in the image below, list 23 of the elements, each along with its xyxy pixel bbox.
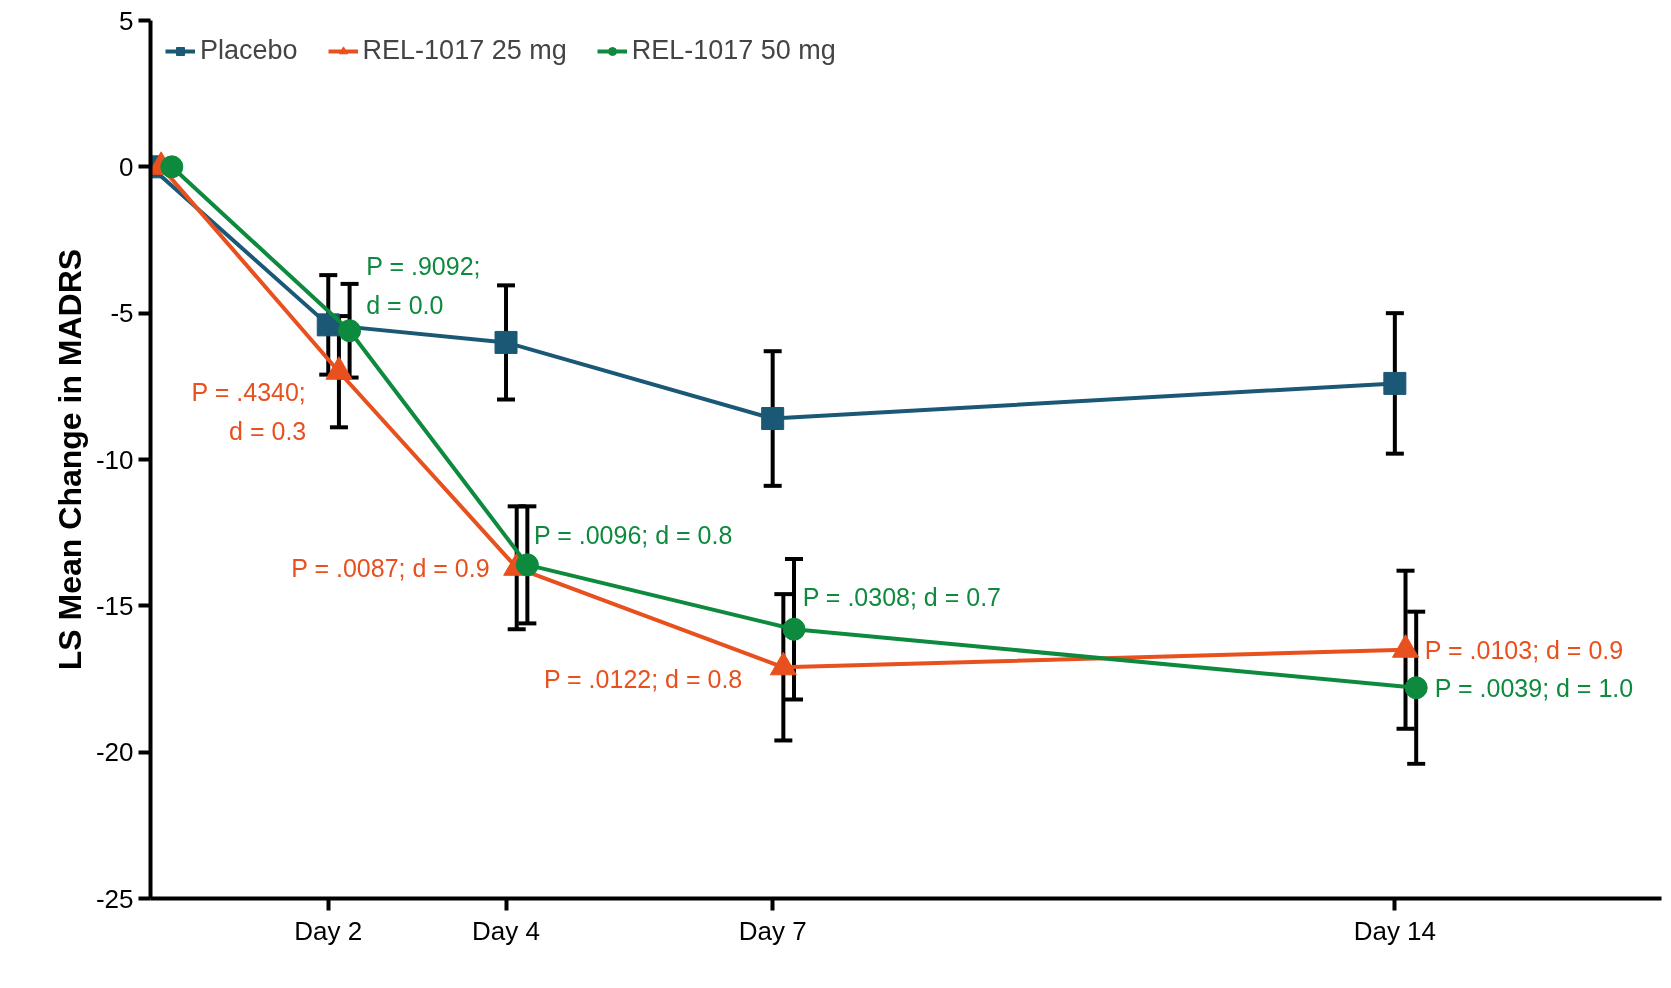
- y-tick-label: -20: [95, 737, 134, 768]
- x-tick-label: Day 2: [294, 915, 363, 946]
- annotation: P = .0103; d = 0.9: [1424, 635, 1624, 664]
- annotation: P = .0308; d = 0.7: [802, 583, 1001, 612]
- legend-label: Placebo: [200, 35, 298, 66]
- y-tick-label: -10: [95, 444, 134, 475]
- legend-label: REL-1017 25 mg: [362, 35, 567, 66]
- annotation: P = .0096; d = 0.8: [534, 520, 733, 549]
- y-axis-title: LS Mean Change in MADRS: [51, 248, 88, 671]
- annotation: P = .9092; d = 0.0: [366, 252, 481, 320]
- y-tick-label: -5: [110, 298, 134, 329]
- y-tick-label: -15: [95, 590, 134, 621]
- annotation: P = .0122; d = 0.8: [543, 665, 743, 694]
- y-tick-label: 0: [119, 151, 134, 182]
- annotation: P = .4340; d = 0.3: [191, 378, 307, 446]
- x-tick-label: Day 14: [1353, 915, 1437, 946]
- legend-label: REL-1017 50 mg: [631, 35, 836, 66]
- y-tick-label: 5: [119, 5, 134, 36]
- annotation: P = .0087; d = 0.9: [291, 553, 490, 582]
- y-tick-label: -25: [95, 883, 134, 914]
- annotation: P = .0039; d = 1.0: [1434, 673, 1634, 702]
- x-tick-label: Day 7: [738, 915, 807, 946]
- x-tick-label: Day 4: [472, 915, 540, 946]
